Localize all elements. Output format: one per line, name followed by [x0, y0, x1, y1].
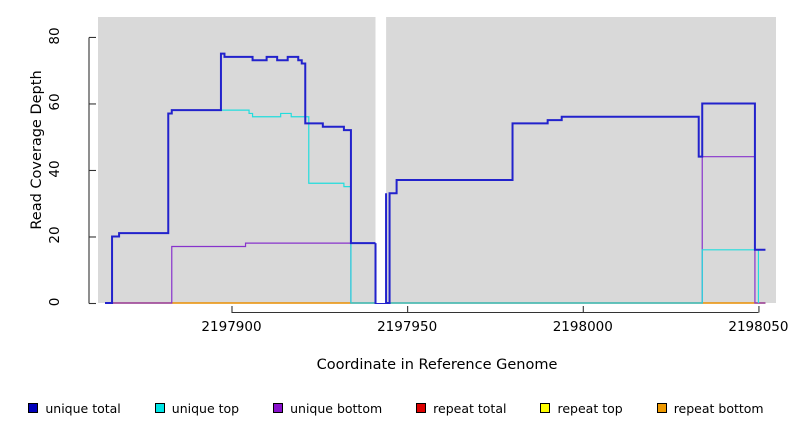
legend-label: repeat top	[557, 400, 623, 416]
plot-panel	[98, 17, 776, 303]
axis-layer	[88, 36, 760, 314]
x-tick-label: 2198050	[728, 319, 789, 335]
legend-item-unique-bottom[interactable]: unique bottom	[273, 401, 382, 416]
legend-item-repeat-bottom[interactable]: repeat bottom	[656, 400, 764, 416]
legend-swatch-icon	[656, 403, 667, 413]
plot-background-right	[386, 17, 776, 303]
legend-swatch-icon	[416, 403, 427, 413]
x-tick-label: 2197900	[201, 319, 262, 335]
x-axis-title: Coordinate in Reference Genome	[316, 357, 558, 373]
coverage-gap-region	[375, 16, 387, 303]
legend-label: repeat bottom	[673, 400, 764, 416]
legend-label: unique bottom	[290, 400, 383, 416]
series-line-unique-top	[220, 109, 760, 304]
y-tick-label: 20	[47, 226, 63, 245]
legend-swatch-icon	[154, 403, 165, 413]
y-tick-label: 0	[47, 297, 63, 307]
legend-label: unique top	[171, 400, 240, 416]
legend-swatch-icon	[28, 403, 39, 413]
legend-swatch-icon	[273, 403, 284, 413]
y-axis-title: Read Coverage Depth	[29, 70, 45, 230]
legend-item-unique-total[interactable]: unique total	[28, 400, 121, 416]
legend-item-repeat-top[interactable]: repeat top	[540, 400, 623, 416]
legend-item-unique-top[interactable]: unique top	[154, 400, 240, 416]
plot-background-left	[98, 17, 376, 303]
series-line-unique-total	[105, 52, 766, 304]
series-layer	[105, 16, 766, 304]
x-tick-label: 2197950	[377, 319, 438, 335]
chart-legend: unique total unique top unique bottom repea…	[0, 397, 792, 419]
legend-swatch-icon	[540, 403, 551, 413]
y-tick-label: 60	[47, 93, 63, 112]
legend-label: unique total	[45, 400, 121, 416]
legend-label: repeat total	[433, 400, 507, 416]
legend-item-repeat-total[interactable]: repeat total	[416, 401, 506, 416]
x-tick-label: 2198000	[552, 319, 613, 335]
y-tick-label: 80	[47, 27, 63, 45]
y-tick-label: 40	[47, 160, 63, 178]
